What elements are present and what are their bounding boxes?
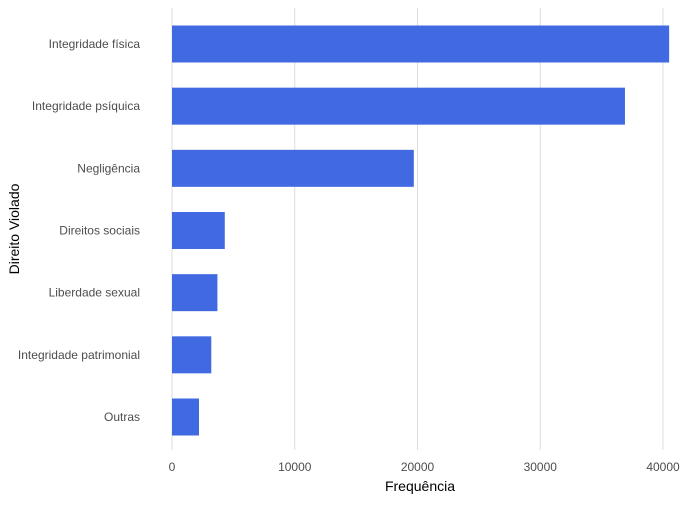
x-tick-label: 30000 (524, 460, 558, 474)
category-label: Integridade psíquica (32, 99, 140, 113)
category-label: Integridade física (49, 37, 141, 51)
category-label: Integridade patrimonial (18, 348, 140, 362)
x-tick-label: 40000 (646, 460, 680, 474)
bars (172, 25, 670, 436)
grid-layer (171, 8, 664, 450)
x-tick-labels: 0 10000 20000 30000 40000 (169, 460, 680, 474)
category-label: Liberdade sexual (49, 286, 140, 300)
y-axis-title: Direito Violado (6, 183, 22, 274)
category-label: Negligência (77, 161, 140, 175)
x-tick-label: 20000 (401, 460, 435, 474)
bar (172, 274, 218, 312)
bar (172, 398, 200, 436)
bar (172, 212, 225, 249)
bar (172, 25, 670, 63)
category-label: Direitos sociais (59, 224, 140, 238)
x-axis-title: Frequência (385, 478, 455, 494)
x-tick-label: 0 (169, 460, 176, 474)
category-labels: Integridade física Integridade psíquica Ne… (18, 37, 140, 424)
category-label: Outras (104, 410, 140, 424)
bar (172, 87, 625, 125)
bar (172, 149, 414, 187)
bar (172, 336, 212, 374)
x-tick-label: 10000 (278, 460, 312, 474)
